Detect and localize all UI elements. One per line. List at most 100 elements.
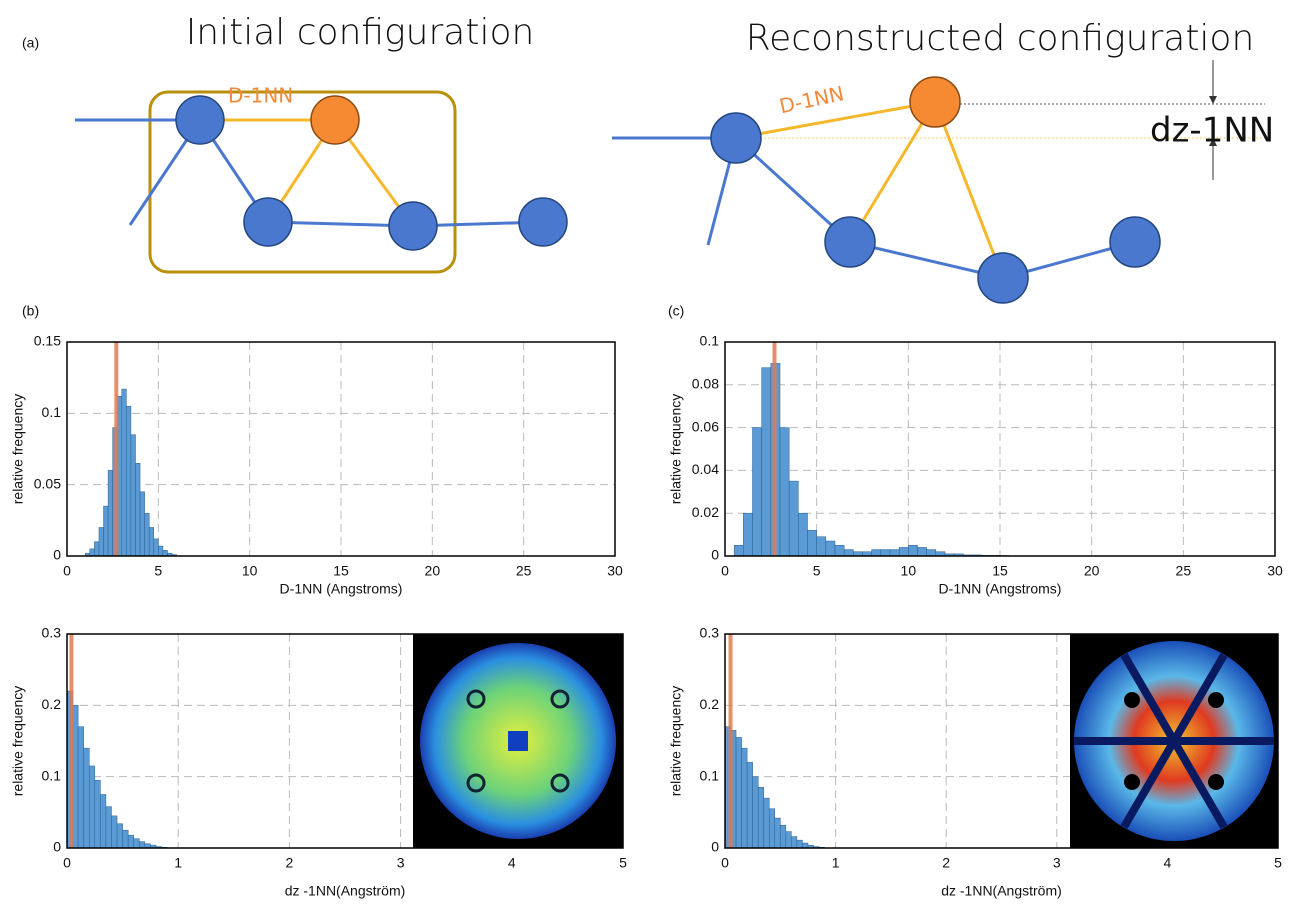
x-axis-label: dz -1NN(Angström) xyxy=(941,883,1062,899)
bar xyxy=(761,367,772,557)
x-tick-label: 2 xyxy=(286,855,294,871)
diagram-a: (a) Initial configuration D-1NN Reconstr… xyxy=(22,12,1274,304)
atom xyxy=(824,216,876,268)
bar xyxy=(816,536,827,557)
x-tick-label: 0 xyxy=(63,563,71,579)
y-tick-label: 0.06 xyxy=(692,418,719,434)
y-tick-label: 0 xyxy=(53,547,61,563)
bar xyxy=(746,762,753,849)
bar xyxy=(871,549,882,557)
y-axis-label: relative frequency xyxy=(668,686,684,797)
bar xyxy=(880,549,891,557)
atom xyxy=(518,197,568,247)
bar xyxy=(130,434,136,557)
atom xyxy=(1109,216,1161,268)
diagram-title: Initial configuration xyxy=(186,12,535,53)
bar xyxy=(94,779,101,849)
y-tick-label: 0.15 xyxy=(34,333,61,349)
x-axis-label: D-1NN (Angstroms) xyxy=(280,581,403,597)
arrow xyxy=(1209,138,1217,146)
marker-line xyxy=(728,634,733,848)
bar xyxy=(133,838,140,849)
bar xyxy=(843,549,854,557)
plot-frame xyxy=(724,341,1276,557)
bar xyxy=(796,839,803,849)
x-axis-label: D-1NN (Angstroms) xyxy=(939,581,1062,597)
bond xyxy=(735,100,936,140)
bar xyxy=(111,815,118,849)
bar xyxy=(733,545,744,557)
bar xyxy=(103,505,109,557)
x-tick-label: 10 xyxy=(901,563,917,579)
y-tick-label: 0.04 xyxy=(692,461,719,477)
y-axis-label: relative frequency xyxy=(10,686,26,797)
marker-line xyxy=(772,342,777,556)
bar xyxy=(107,470,113,557)
atom xyxy=(710,112,762,164)
bar xyxy=(121,388,127,557)
bar xyxy=(741,747,748,849)
adatom xyxy=(909,76,961,128)
adatom xyxy=(310,95,360,145)
bar xyxy=(825,540,836,557)
bar xyxy=(917,547,927,557)
bar xyxy=(139,841,146,849)
bar xyxy=(158,545,164,557)
dz-label: dz-1NN xyxy=(1150,111,1274,151)
bar xyxy=(77,726,84,849)
y-tick-label: 0 xyxy=(711,547,719,563)
x-tick-label: 3 xyxy=(1053,855,1061,871)
bar xyxy=(898,547,909,557)
x-tick-label: 5 xyxy=(154,563,162,579)
y-tick-label: 0.08 xyxy=(692,376,719,392)
y-tick-label: 0 xyxy=(711,839,719,855)
bar xyxy=(743,512,753,557)
bar xyxy=(148,527,155,557)
bar xyxy=(780,824,787,849)
inset xyxy=(1070,634,1278,848)
x-tick-label: 10 xyxy=(242,563,258,579)
marker-line xyxy=(114,342,119,556)
bar xyxy=(788,480,799,557)
x-tick-label: 5 xyxy=(1274,855,1282,871)
x-axis-label: dz -1NN(Angström) xyxy=(285,883,406,899)
bond xyxy=(848,101,937,243)
bar xyxy=(94,541,100,557)
y-tick-label: 0.1 xyxy=(42,404,62,420)
bar xyxy=(88,765,96,849)
y-axis-label: relative frequency xyxy=(668,394,684,505)
bar xyxy=(126,405,132,557)
bar xyxy=(144,512,150,557)
x-tick-label: 30 xyxy=(1267,563,1283,579)
bar xyxy=(757,787,764,849)
bar xyxy=(774,817,781,849)
bar xyxy=(89,548,95,557)
bar xyxy=(83,747,90,849)
x-tick-label: 5 xyxy=(619,855,627,871)
atom xyxy=(977,252,1029,304)
y-tick-label: 0.1 xyxy=(700,767,720,783)
bar xyxy=(105,806,112,849)
bond-label: D-1NN xyxy=(777,81,846,118)
bar xyxy=(122,829,129,849)
x-tick-label: 1 xyxy=(174,855,182,871)
bar xyxy=(834,545,845,557)
panel-label: (a) xyxy=(22,35,39,51)
marker-line xyxy=(69,634,74,848)
x-tick-label: 1 xyxy=(832,855,840,871)
x-tick-label: 20 xyxy=(1084,563,1100,579)
y-tick-label: 0.2 xyxy=(700,696,720,712)
bar xyxy=(779,427,790,557)
bar xyxy=(785,831,792,849)
y-tick-label: 0.02 xyxy=(692,504,719,520)
x-tick-label: 0 xyxy=(63,855,71,871)
bar xyxy=(153,538,159,557)
y-tick-label: 0.1 xyxy=(700,333,720,349)
diagram-title: Reconstructed configuration xyxy=(746,18,1255,59)
panel-label: (c) xyxy=(668,303,684,319)
bar xyxy=(791,836,798,849)
bond xyxy=(933,101,1005,279)
atom xyxy=(175,95,225,145)
x-tick-label: 2 xyxy=(942,855,950,871)
